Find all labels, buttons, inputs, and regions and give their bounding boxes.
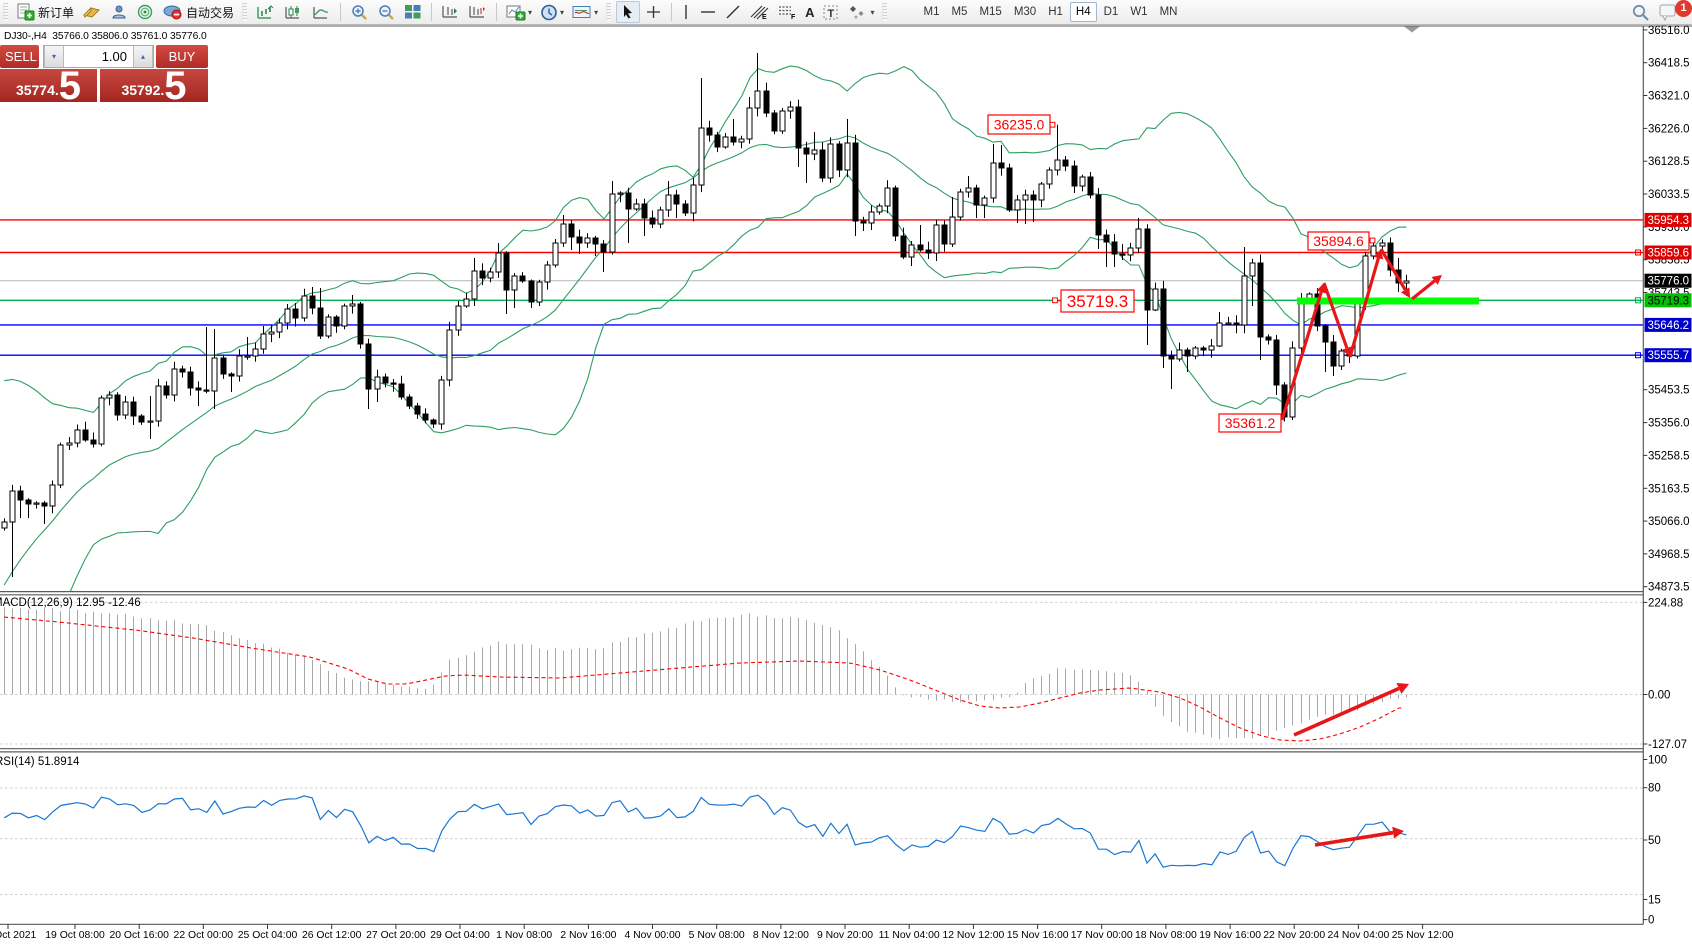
svg-text:E: E <box>762 14 767 21</box>
svg-text:36321.0: 36321.0 <box>1648 91 1690 103</box>
svg-text:36418.5: 36418.5 <box>1648 58 1690 70</box>
svg-text:24 Nov 04:00: 24 Nov 04:00 <box>1327 930 1389 941</box>
svg-text:29 Oct 04:00: 29 Oct 04:00 <box>430 930 490 941</box>
svg-text:22 Oct 00:00: 22 Oct 00:00 <box>174 930 234 941</box>
svg-text:22 Nov 20:00: 22 Nov 20:00 <box>1263 930 1325 941</box>
svg-text:35361.2: 35361.2 <box>1225 415 1276 431</box>
svg-text:19 Oct 08:00: 19 Oct 08:00 <box>45 930 105 941</box>
svg-text:35356.0: 35356.0 <box>1648 418 1690 430</box>
svg-text:15 Nov 16:00: 15 Nov 16:00 <box>1007 930 1069 941</box>
svg-text:2 Nov 16:00: 2 Nov 16:00 <box>560 930 616 941</box>
svg-text:36235.0: 36235.0 <box>994 117 1045 133</box>
svg-text:17 Nov 00:00: 17 Nov 00:00 <box>1071 930 1133 941</box>
svg-text:36128.5: 36128.5 <box>1648 156 1690 168</box>
svg-text:35719.3: 35719.3 <box>1648 295 1690 307</box>
svg-text:50: 50 <box>1648 835 1661 847</box>
svg-text:35066.0: 35066.0 <box>1648 516 1690 528</box>
svg-text:36033.5: 36033.5 <box>1648 189 1690 201</box>
svg-text:F: F <box>791 14 796 21</box>
svg-text:35894.6: 35894.6 <box>1313 233 1364 249</box>
svg-text:80: 80 <box>1648 783 1661 795</box>
svg-text:35719.3: 35719.3 <box>1067 292 1128 311</box>
svg-text:0.00: 0.00 <box>1648 690 1670 702</box>
svg-text:34873.5: 34873.5 <box>1648 582 1690 594</box>
svg-text:1 Nov 08:00: 1 Nov 08:00 <box>496 930 552 941</box>
svg-text:4 Nov 00:00: 4 Nov 00:00 <box>624 930 680 941</box>
svg-text:35555.7: 35555.7 <box>1648 350 1690 362</box>
svg-text:8 Nov 12:00: 8 Nov 12:00 <box>753 930 809 941</box>
svg-text:15: 15 <box>1648 895 1661 907</box>
svg-text:36226.0: 36226.0 <box>1648 123 1690 135</box>
svg-text:36516.0: 36516.0 <box>1648 25 1690 37</box>
svg-text:35258.5: 35258.5 <box>1648 450 1690 462</box>
svg-text:35453.5: 35453.5 <box>1648 385 1690 397</box>
svg-text:35163.5: 35163.5 <box>1648 483 1690 495</box>
svg-text:26 Oct 12:00: 26 Oct 12:00 <box>302 930 362 941</box>
svg-text:18 Nov 08:00: 18 Nov 08:00 <box>1135 930 1197 941</box>
svg-text:27 Oct 20:00: 27 Oct 20:00 <box>366 930 426 941</box>
svg-text:MACD(12,26,9) 12.95 -12.46: MACD(12,26,9) 12.95 -12.46 <box>0 597 141 609</box>
svg-text:25 Nov 12:00: 25 Nov 12:00 <box>1392 930 1454 941</box>
svg-text:19 Nov 16:00: 19 Nov 16:00 <box>1199 930 1261 941</box>
svg-text:12 Nov 12:00: 12 Nov 12:00 <box>942 930 1004 941</box>
svg-text:11 Nov 04:00: 11 Nov 04:00 <box>879 930 940 941</box>
svg-text:35859.6: 35859.6 <box>1648 248 1690 260</box>
svg-text:35954.3: 35954.3 <box>1648 215 1690 227</box>
svg-text:25 Oct 04:00: 25 Oct 04:00 <box>238 930 298 941</box>
svg-text:35776.0: 35776.0 <box>1648 276 1690 288</box>
svg-text:T: T <box>828 8 835 20</box>
svg-text:224.88: 224.88 <box>1648 597 1683 609</box>
svg-text:18 Oct 2021: 18 Oct 2021 <box>0 930 37 941</box>
svg-text:34968.5: 34968.5 <box>1648 549 1690 561</box>
svg-text:RSI(14) 51.8914: RSI(14) 51.8914 <box>0 756 80 768</box>
svg-text:5 Nov 08:00: 5 Nov 08:00 <box>689 930 745 941</box>
svg-text:20 Oct 16:00: 20 Oct 16:00 <box>109 930 169 941</box>
svg-text:35646.2: 35646.2 <box>1648 320 1690 332</box>
svg-text:0: 0 <box>1648 915 1654 927</box>
svg-text:100: 100 <box>1648 755 1667 767</box>
svg-text:9 Nov 20:00: 9 Nov 20:00 <box>817 930 873 941</box>
svg-text:-127.07: -127.07 <box>1648 739 1687 751</box>
